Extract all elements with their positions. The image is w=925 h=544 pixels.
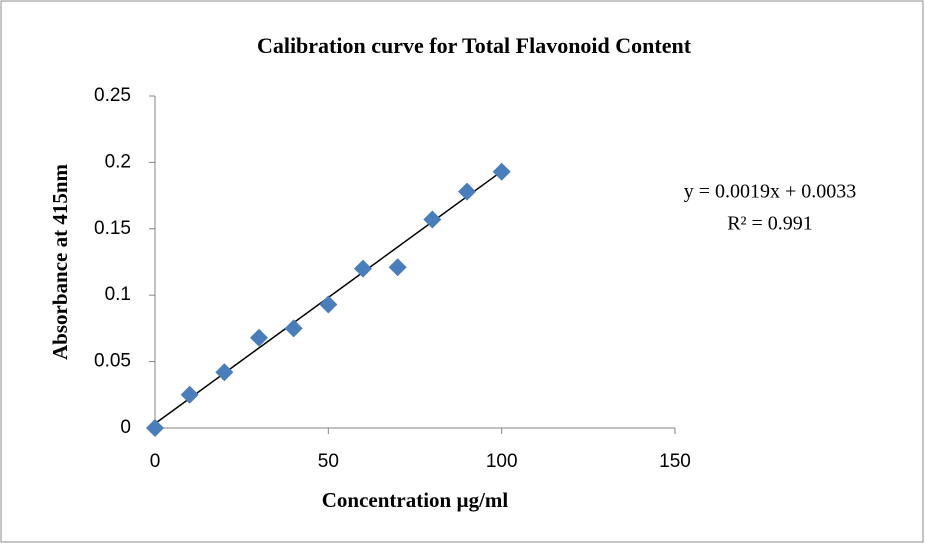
data-point xyxy=(492,162,511,181)
y-tick-label: 0.15 xyxy=(94,218,131,239)
data-point xyxy=(458,182,476,201)
equation-label: y = 0.0019x + 0.0033 xyxy=(684,181,857,203)
y-tick-label: 0 xyxy=(120,417,131,438)
y-tick-label: 0.25 xyxy=(94,85,131,106)
data-point xyxy=(354,259,372,278)
y-tick-label: 0.1 xyxy=(105,284,131,305)
y-tick-label: 0.05 xyxy=(94,351,131,372)
x-tick-label: 150 xyxy=(659,451,691,472)
r-squared-label: R² = 0.991 xyxy=(727,213,813,235)
y-axis-title: Absorbance at 415nm xyxy=(48,163,72,360)
x-tick-label: 0 xyxy=(150,451,161,472)
data-point xyxy=(215,363,234,382)
chart-title: Calibration curve for Total Flavonoid Co… xyxy=(257,33,692,58)
data-point xyxy=(284,319,303,338)
data-point xyxy=(146,419,164,437)
data-point xyxy=(319,295,338,314)
data-point xyxy=(180,385,199,404)
data-point xyxy=(388,258,407,277)
data-point xyxy=(423,210,442,229)
x-tick-label: 100 xyxy=(486,451,518,472)
data-point xyxy=(250,328,268,347)
x-tick-label: 50 xyxy=(318,451,339,472)
x-axis-title: Concentration µg/ml xyxy=(322,488,509,512)
y-tick-label: 0.2 xyxy=(105,151,131,172)
